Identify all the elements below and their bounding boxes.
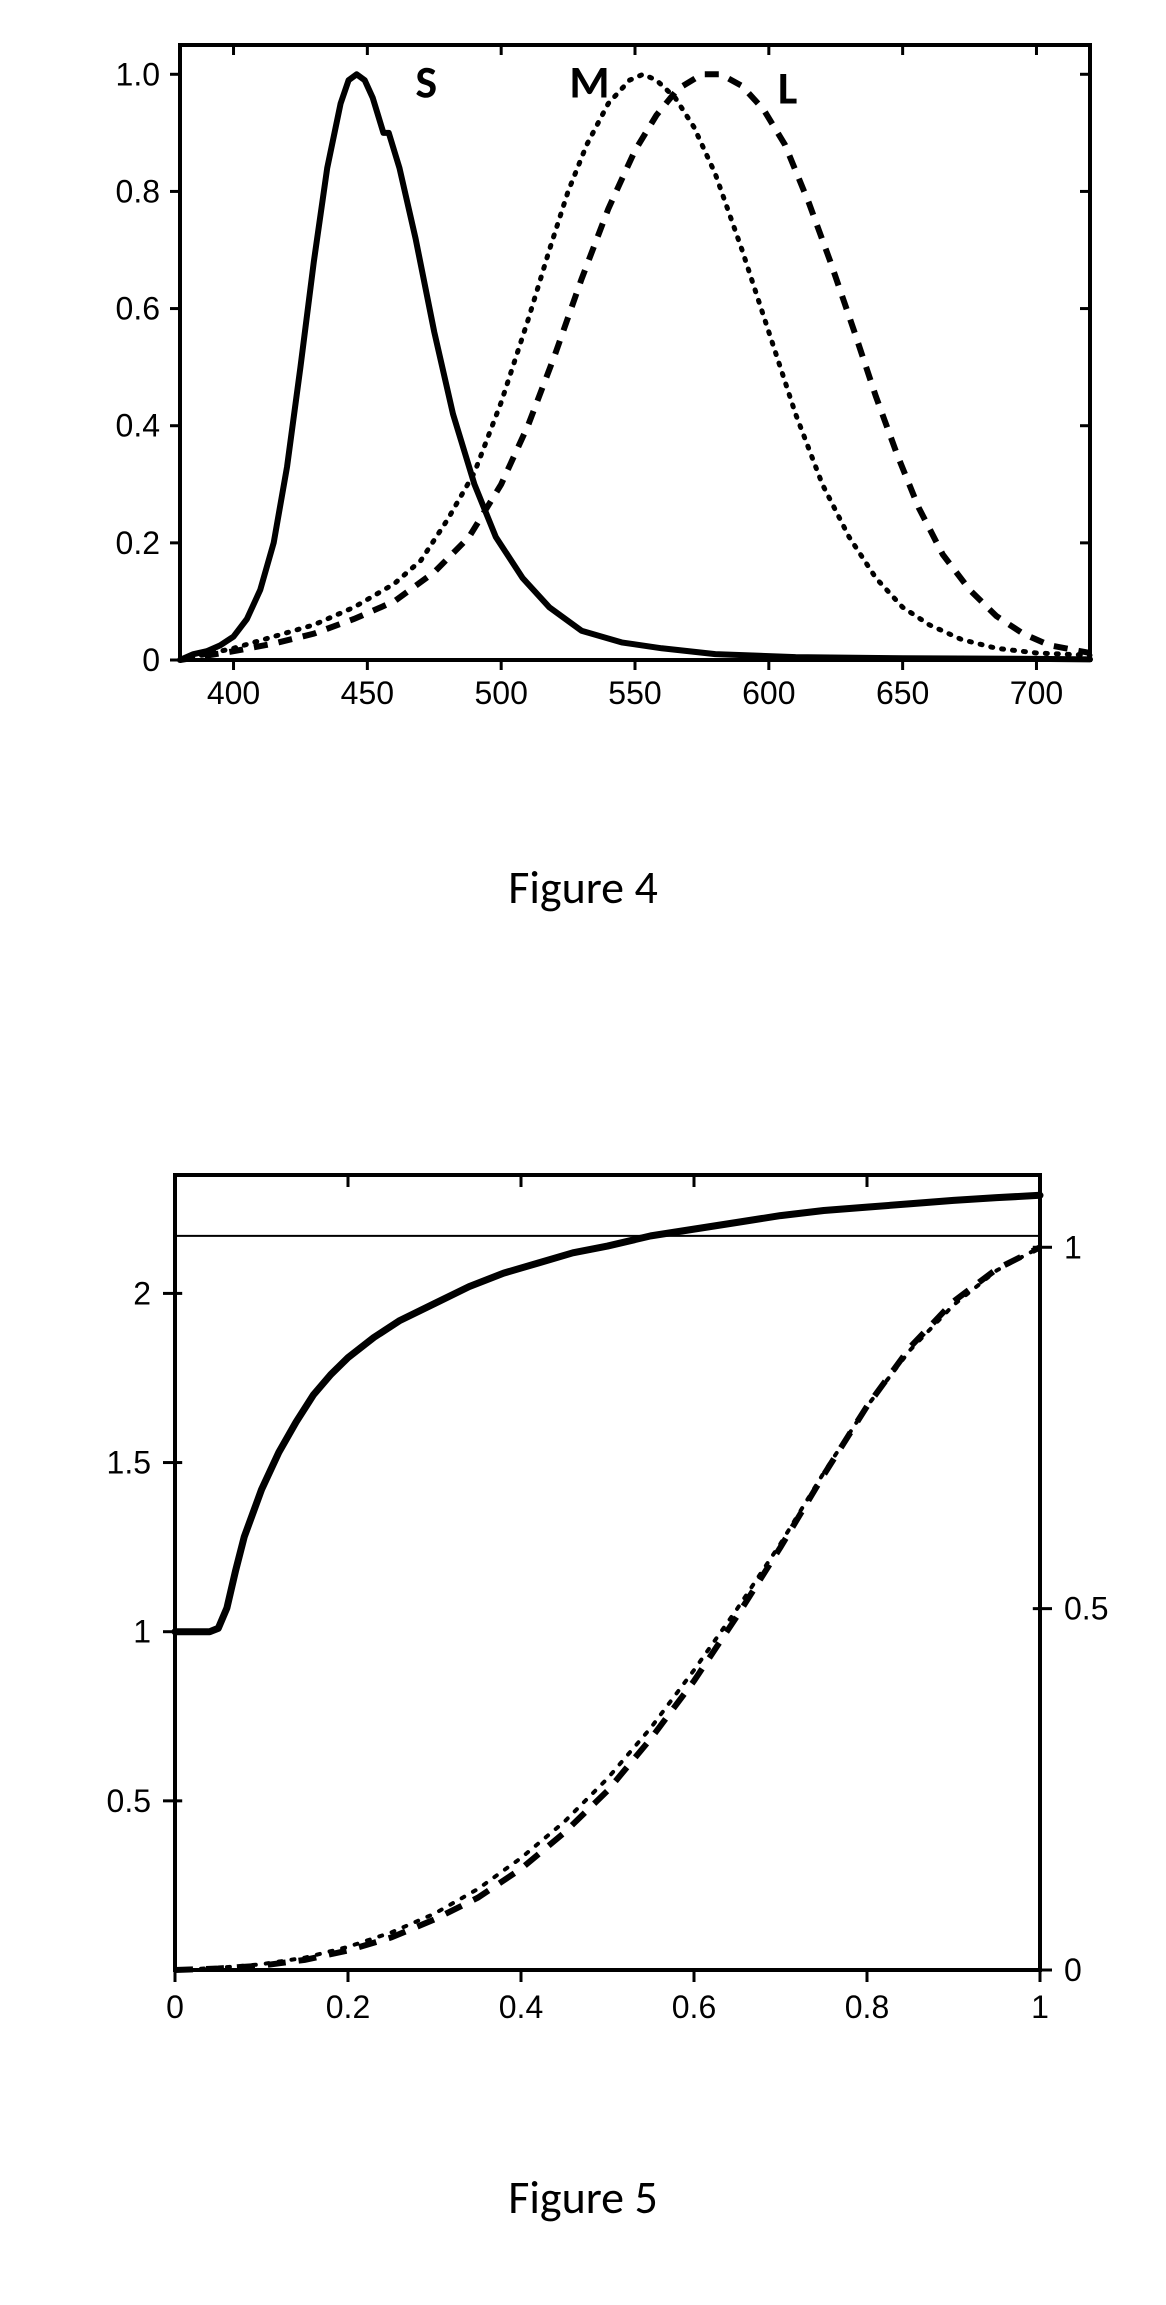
- svg-text:600: 600: [742, 675, 795, 711]
- svg-text:650: 650: [876, 675, 929, 711]
- svg-text:450: 450: [341, 675, 394, 711]
- figure-4-caption: Figure 4: [0, 860, 1166, 916]
- svg-text:S: S: [415, 55, 437, 111]
- svg-text:0.5: 0.5: [107, 1783, 151, 1819]
- figure-5: 0 0.2 0.4 0.6 0.8 1 0.5 1 1.5 2 0 0.5 1: [60, 1140, 1110, 2060]
- svg-text:2: 2: [133, 1275, 151, 1311]
- svg-text:550: 550: [608, 675, 661, 711]
- svg-text:400: 400: [207, 675, 260, 711]
- figure-4-chart: 400 450 500 550 600 650 700 0 0.2 0.4 0.6 0.8 1.0 S M L: [70, 20, 1100, 740]
- svg-text:1.0: 1.0: [116, 56, 160, 92]
- page: 400 450 500 550 600 650 700 0 0.2 0.4 0.6 0.8 1.0 S M L…: [0, 0, 1166, 2305]
- svg-text:1.5: 1.5: [107, 1445, 151, 1481]
- figure-5-chart: 0 0.2 0.4 0.6 0.8 1 0.5 1 1.5 2 0 0.5 1: [60, 1140, 1110, 2060]
- svg-text:0.8: 0.8: [116, 173, 160, 209]
- svg-text:1: 1: [1064, 1229, 1082, 1265]
- svg-text:0: 0: [1064, 1952, 1082, 1988]
- svg-text:0: 0: [142, 642, 160, 678]
- svg-text:1: 1: [1031, 1989, 1049, 2025]
- svg-text:0.6: 0.6: [672, 1989, 716, 2025]
- svg-text:0.6: 0.6: [116, 291, 160, 327]
- svg-text:0.2: 0.2: [116, 525, 160, 561]
- svg-text:500: 500: [474, 675, 527, 711]
- svg-text:0.5: 0.5: [1064, 1591, 1108, 1627]
- svg-text:0.2: 0.2: [326, 1989, 370, 2025]
- svg-text:0.4: 0.4: [499, 1989, 543, 2025]
- figure-4: 400 450 500 550 600 650 700 0 0.2 0.4 0.6 0.8 1.0 S M L: [70, 20, 1100, 740]
- figure-5-caption: Figure 5: [0, 2170, 1166, 2226]
- svg-text:L: L: [778, 61, 797, 117]
- svg-text:1: 1: [133, 1614, 151, 1650]
- svg-text:0.4: 0.4: [116, 408, 160, 444]
- svg-text:0.8: 0.8: [845, 1989, 889, 2025]
- svg-text:M: M: [569, 55, 609, 111]
- svg-text:700: 700: [1010, 675, 1063, 711]
- svg-text:0: 0: [166, 1989, 184, 2025]
